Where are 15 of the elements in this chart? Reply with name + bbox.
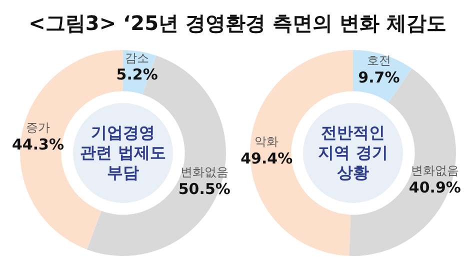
data-label: 50.5% (178, 180, 230, 198)
slice-label: 변화없음 (410, 164, 459, 178)
slice-label: 증가 (26, 120, 50, 135)
text: <그림3> ‘25년 경영환경 측면의 변화 체감도 (28, 11, 446, 35)
data-label: 9.7% (358, 68, 400, 86)
slice-label: 악화 (254, 134, 279, 148)
text: 기업경영 관련 법제도 부담 (79, 123, 167, 183)
slice-label: 감소 (125, 50, 150, 65)
text: 전반적인 지역 경기 상황 (317, 123, 389, 183)
data-label: 40.9% (408, 178, 461, 196)
slice-label: 변화없음 (180, 165, 228, 180)
data-label: 49.4% (240, 149, 293, 168)
slice-label: 호전 (366, 54, 391, 68)
data-label: 5.2% (116, 66, 158, 84)
data-label: 44.3% (12, 136, 64, 154)
